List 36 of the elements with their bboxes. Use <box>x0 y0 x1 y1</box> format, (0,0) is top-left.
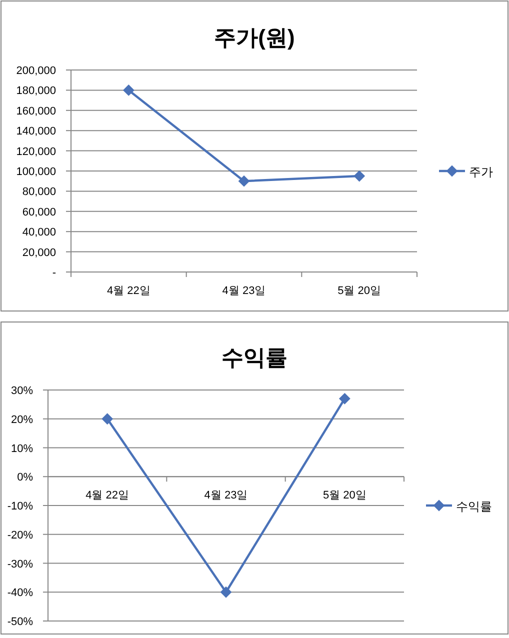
x-tick-label: 4월 22일 <box>106 285 150 297</box>
y-tick-label: 140,000 <box>16 126 56 138</box>
point <box>102 413 113 424</box>
y-tick-label: -40% <box>7 587 34 600</box>
y-tick-label: 0% <box>17 472 34 484</box>
chart-title: 주가(원) <box>214 25 295 50</box>
legend-label: 주가 <box>469 165 493 179</box>
y-tick-label: 120,000 <box>16 146 56 158</box>
point <box>220 586 232 598</box>
point <box>339 393 350 404</box>
y-tick-label: 100,000 <box>16 166 56 178</box>
x-tick-label: 5월 20일 <box>322 490 366 502</box>
x-tick-label: 5월 20일 <box>338 285 382 297</box>
x-tick-label: 4월 23일 <box>222 285 266 297</box>
y-tick-label: 60,000 <box>22 206 56 218</box>
y-tick-label: 20,000 <box>22 246 56 259</box>
y-tick-label: 180,000 <box>16 85 56 98</box>
y-tick-label: 10% <box>10 442 34 455</box>
y-tick-label: -50% <box>7 616 34 628</box>
y-tick-label: 160,000 <box>16 105 56 118</box>
y-tick-label: - <box>52 267 56 279</box>
y-tick-label: 40,000 <box>22 226 56 239</box>
legend-label: 수익률 <box>456 500 492 514</box>
chart-title: 수익률 <box>222 345 288 370</box>
y-tick-label: 30% <box>10 385 34 397</box>
y-tick-label: -20% <box>7 529 34 542</box>
y-tick-label: -30% <box>7 558 34 570</box>
x-tick-label: 4월 23일 <box>204 490 248 502</box>
x-tick-label: 4월 22일 <box>86 490 130 502</box>
y-tick-label: -10% <box>7 500 34 512</box>
y-tick-label: 200,000 <box>16 65 56 77</box>
y-tick-label: 80,000 <box>22 186 56 198</box>
point <box>123 84 134 96</box>
point <box>354 170 365 182</box>
point <box>238 176 250 187</box>
y-tick-label: 20% <box>10 414 34 426</box>
